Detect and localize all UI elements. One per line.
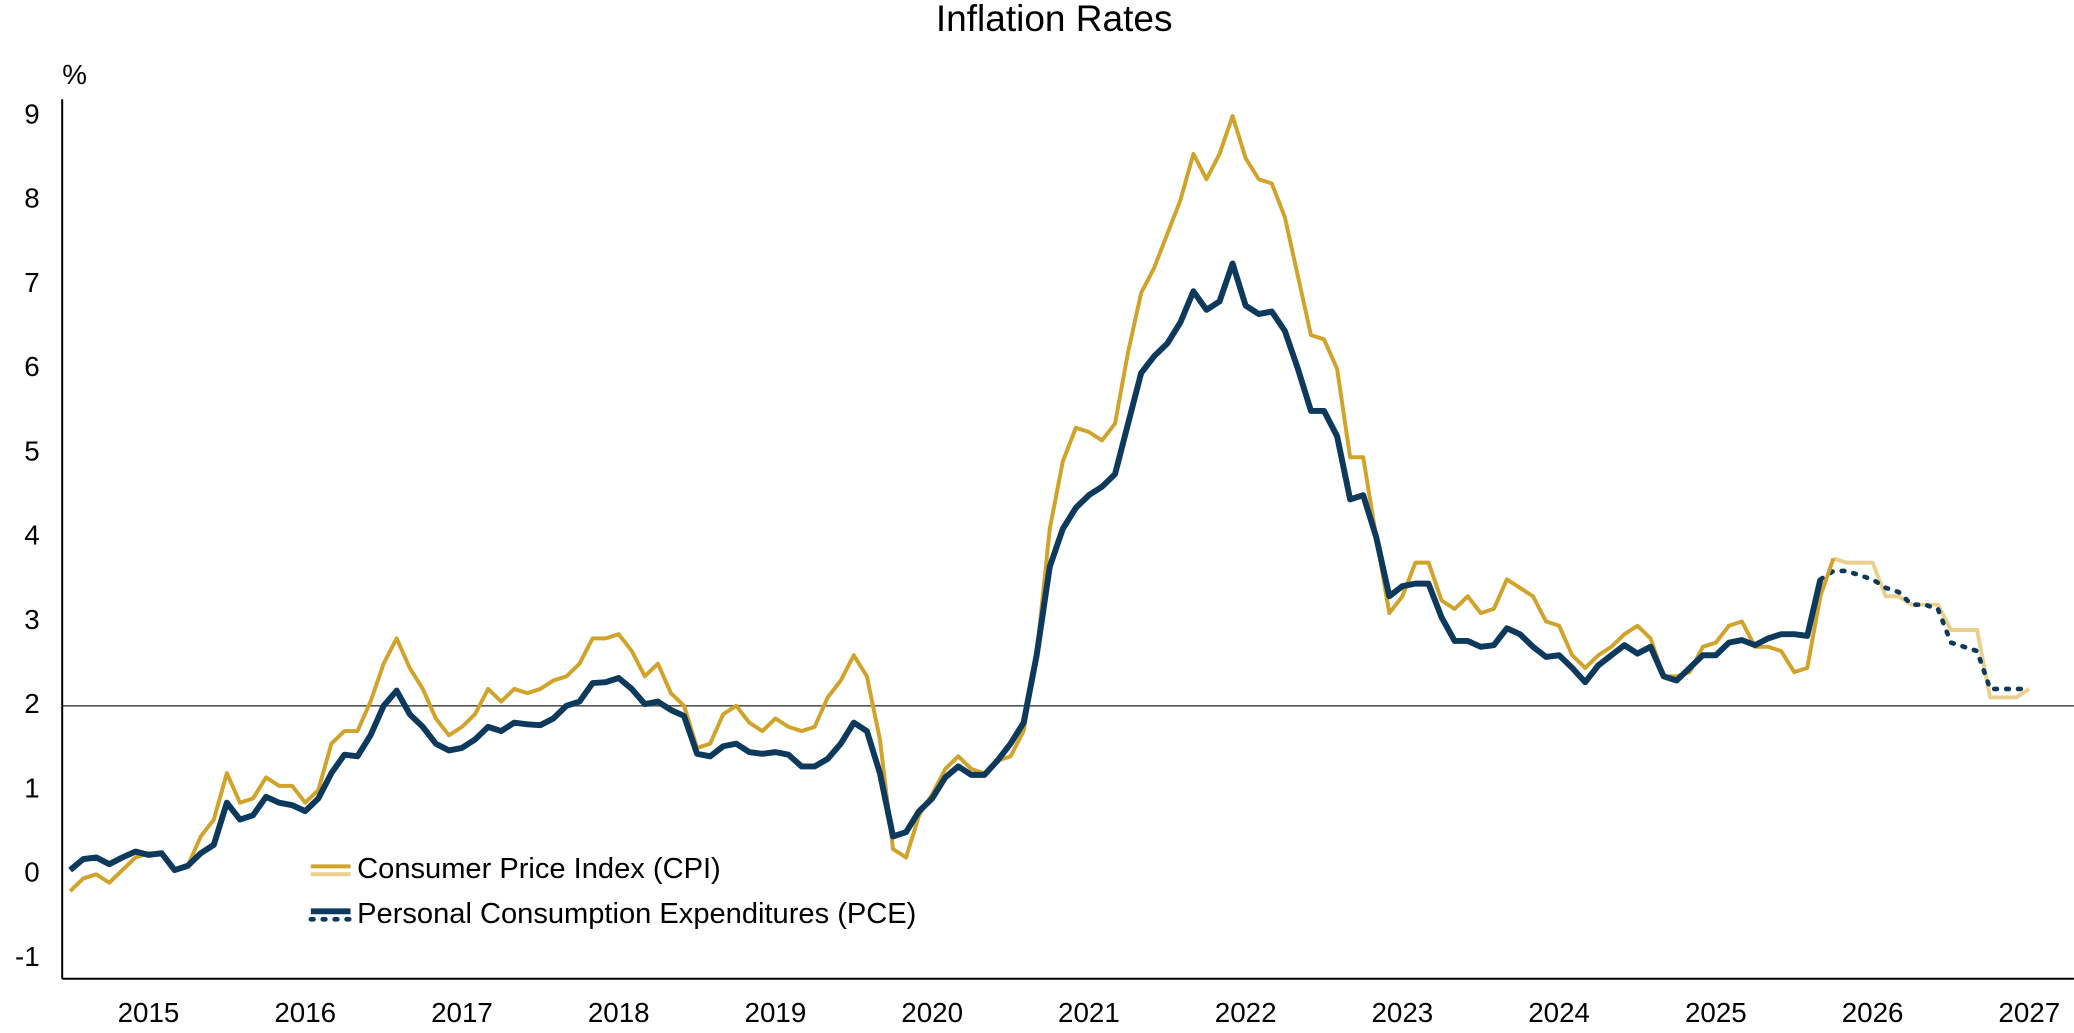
x-tick-label: 2027 xyxy=(1998,997,2060,1028)
y-axis-label: % xyxy=(62,59,87,90)
x-tick-label: 2024 xyxy=(1528,997,1590,1028)
chart-title: Inflation Rates xyxy=(936,0,1173,39)
x-tick-label: 2021 xyxy=(1058,997,1120,1028)
y-tick-label: 7 xyxy=(24,267,39,298)
y-tick-label: 0 xyxy=(24,857,39,888)
y-tick-label: 1 xyxy=(24,772,39,803)
x-tick-label: 2019 xyxy=(745,997,807,1028)
y-tick-label: -1 xyxy=(15,941,40,972)
x-tick-label: 2022 xyxy=(1215,997,1277,1028)
y-tick-label: 8 xyxy=(24,183,39,214)
x-tick-label: 2025 xyxy=(1685,997,1747,1028)
series-line xyxy=(68,260,1824,874)
series-line xyxy=(68,114,1836,893)
x-tick-label: 2017 xyxy=(431,997,493,1028)
x-tick-label: 2015 xyxy=(118,997,180,1028)
legend-label: Personal Consumption Expenditures (PCE) xyxy=(357,898,916,930)
x-tick-label: 2020 xyxy=(901,997,963,1028)
y-tick-label: 6 xyxy=(24,351,39,382)
projection-line xyxy=(1818,568,2032,692)
x-tick-label: 2016 xyxy=(274,997,336,1028)
projection-line xyxy=(1832,556,2031,700)
x-tick-label: 2026 xyxy=(1842,997,1904,1028)
y-tick-label: 3 xyxy=(24,604,39,635)
y-tick-label: 9 xyxy=(24,98,39,129)
legend-label: Consumer Price Index (CPI) xyxy=(357,853,721,885)
y-tick-label: 2 xyxy=(24,688,39,719)
y-tick-label: 5 xyxy=(24,435,39,466)
x-tick-label: 2023 xyxy=(1371,997,1433,1028)
y-tick-label: 4 xyxy=(24,520,39,551)
x-tick-label: 2018 xyxy=(588,997,650,1028)
